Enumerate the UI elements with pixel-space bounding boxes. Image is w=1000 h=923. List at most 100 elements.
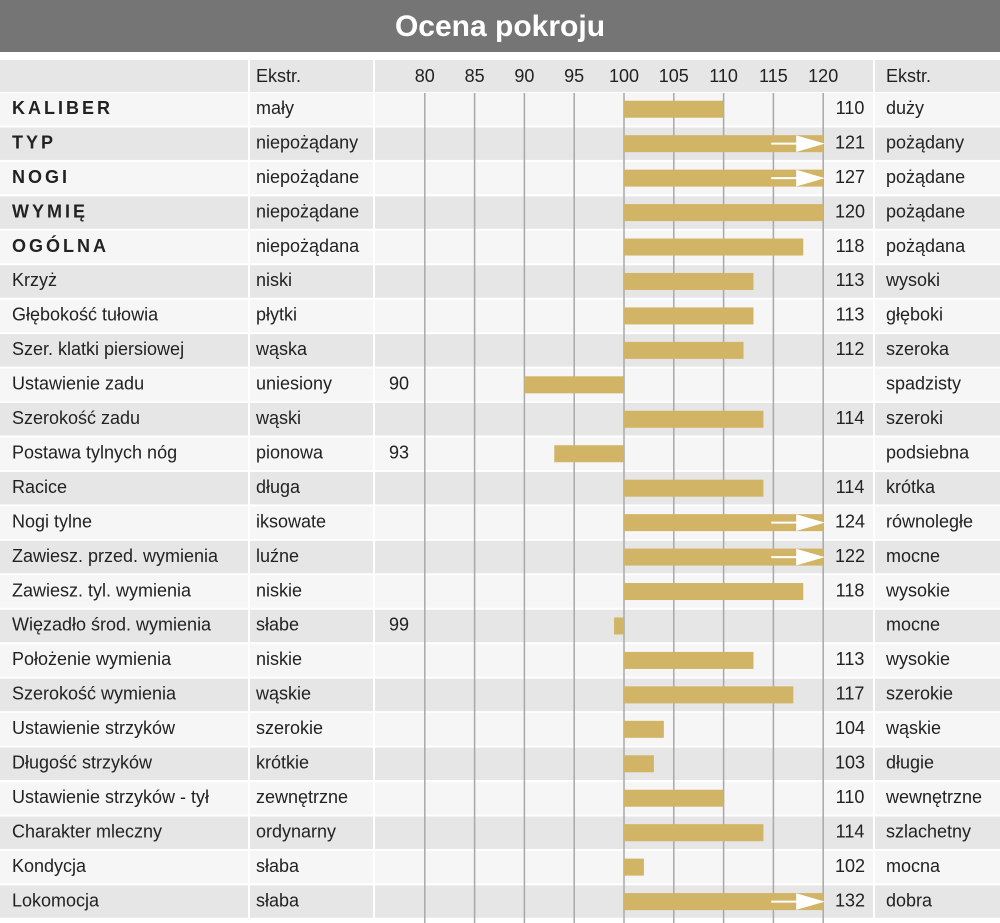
row-name: TYP [12, 132, 56, 152]
row-background [0, 471, 1000, 505]
value-label: 113 [836, 649, 865, 669]
row-background [0, 161, 1000, 195]
value-label: 120 [835, 201, 865, 221]
value-label: 99 [389, 615, 409, 635]
left-label: wąski [255, 408, 301, 428]
row-name: Lokomocja [12, 890, 100, 910]
value-label: 132 [835, 890, 865, 910]
right-label: krótka [886, 477, 936, 497]
right-label: pożądany [886, 132, 964, 152]
value-label: 117 [836, 684, 865, 704]
right-label: wysoki [885, 270, 940, 290]
bar [624, 307, 754, 325]
row-background [0, 265, 1000, 298]
value-label: 114 [836, 821, 865, 841]
bar [624, 686, 794, 704]
bar [624, 583, 804, 601]
value-label: 103 [835, 753, 865, 773]
bar [624, 204, 824, 222]
row-background [0, 230, 1000, 264]
right-label: dobra [886, 890, 933, 910]
right-label: szerokie [886, 684, 953, 704]
row-background [0, 403, 1000, 436]
left-label: słaba [256, 856, 300, 876]
row-name: Długość strzyków [12, 753, 153, 773]
x-tick-label: 115 [759, 66, 788, 86]
right-label: pożądana [886, 236, 966, 256]
row-background [0, 782, 1000, 815]
value-label: 118 [836, 236, 865, 256]
bar [624, 824, 764, 842]
bar [624, 135, 824, 153]
row-name: Ustawienie strzyków - tył [12, 787, 209, 807]
overflow-arrow [771, 514, 825, 531]
right-label: mocna [886, 856, 941, 876]
row-background [0, 127, 1000, 160]
right-label: szeroki [886, 408, 943, 428]
right-label: podsiebna [886, 442, 970, 462]
left-label: mały [256, 98, 294, 118]
row-background [0, 575, 1000, 608]
x-tick-label: 110 [709, 66, 738, 86]
row-background [0, 678, 1000, 712]
value-label: 110 [836, 787, 865, 807]
left-label: niepożądane [256, 201, 359, 221]
row-name: WYMIĘ [12, 201, 88, 221]
row-name: Ustawienie strzyków [12, 718, 176, 738]
row-name: OGÓLNA [12, 235, 109, 256]
row-name: Krzyż [12, 270, 57, 290]
left-label: wąska [255, 339, 308, 359]
x-tick-label: 85 [465, 66, 485, 86]
right-label: spadzisty [886, 374, 961, 394]
row-background [0, 334, 1000, 367]
left-label: pionowa [256, 442, 324, 462]
left-label: niski [256, 270, 292, 290]
row-name: Szerokość wymienia [12, 684, 177, 704]
row-background [0, 747, 1000, 780]
value-label: 93 [389, 442, 409, 462]
row-name: Głębokość tułowia [12, 305, 159, 325]
right-label: mocne [886, 615, 940, 635]
right-label: mocne [886, 546, 940, 566]
bar [624, 651, 754, 669]
bar [624, 548, 824, 566]
left-label: słabe [256, 615, 299, 635]
left-label: ordynarny [256, 821, 336, 841]
left-label: niskie [256, 580, 302, 600]
bar [624, 789, 724, 807]
row-name: Nogi tylne [12, 511, 92, 531]
bar [624, 238, 804, 256]
row-name: Zawiesz. tyl. wymienia [12, 580, 192, 600]
bar [624, 169, 824, 187]
left-label: krótkie [256, 753, 309, 773]
left-label: szerokie [256, 718, 323, 738]
x-tick-label: 100 [609, 66, 639, 86]
bar [624, 479, 764, 497]
value-label: 104 [835, 718, 865, 738]
left-label: płytki [256, 305, 297, 325]
row-name: Racice [12, 477, 67, 497]
overflow-arrow [771, 169, 825, 187]
left-label: niepożądany [256, 132, 358, 152]
column-gap [248, 60, 250, 923]
left-label: luźne [256, 546, 299, 566]
left-label: uniesiony [256, 374, 332, 394]
row-name: NOGI [12, 167, 70, 187]
left-label: niepożądana [256, 236, 360, 256]
row-background [0, 437, 1000, 470]
bar [624, 893, 824, 911]
bar [624, 100, 724, 118]
row-background [0, 196, 1000, 229]
right-label: długie [886, 753, 934, 773]
left-label: słaba [256, 890, 300, 910]
row-name: Szerokość zadu [12, 408, 140, 428]
value-label: 118 [836, 580, 865, 600]
right-label: pożądane [886, 201, 965, 221]
right-label: głęboki [886, 305, 943, 325]
value-label: 90 [389, 374, 409, 394]
right-label: wewnętrzne [885, 787, 982, 807]
x-tick-label: 80 [415, 66, 435, 86]
right-label: duży [886, 98, 924, 118]
row-name: Charakter mleczny [12, 821, 162, 841]
